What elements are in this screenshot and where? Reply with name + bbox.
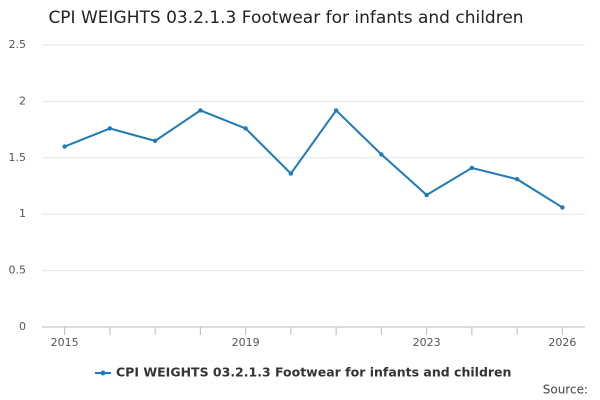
source: Source:: [543, 383, 588, 397]
x-tick-label: 2015: [51, 336, 79, 349]
chart-title: CPI WEIGHTS 03.2.1.3 Footwear for infant…: [48, 8, 523, 28]
data-point: [514, 177, 520, 182]
y-tick-label: 2: [19, 94, 26, 107]
data-point: [379, 152, 384, 157]
y-tick-label: 1: [19, 207, 26, 220]
data-point: [243, 126, 248, 131]
legend-marker: [100, 370, 106, 376]
y-tick-label: 0.5: [9, 264, 27, 277]
x-tick-label: 2019: [232, 336, 260, 349]
data-point: [62, 144, 67, 149]
y-tick-label: 0: [19, 320, 26, 333]
data-line: [64, 108, 563, 209]
y-tick-label: 2.5: [9, 38, 27, 51]
data-point: [198, 108, 203, 113]
data-point: [152, 138, 158, 144]
data-point: [288, 171, 294, 176]
data-point: [469, 165, 475, 171]
data-point: [560, 205, 565, 210]
data-point: [333, 108, 339, 113]
legend-label: CPI WEIGHTS 03.2.1.3 Footwear for infant…: [116, 365, 511, 380]
x-tick-label: 2023: [413, 336, 441, 349]
data-point: [107, 126, 113, 131]
y-tick-label: 1.5: [9, 151, 27, 164]
data-point: [424, 192, 429, 198]
x-tick-label: 2026: [548, 336, 576, 349]
